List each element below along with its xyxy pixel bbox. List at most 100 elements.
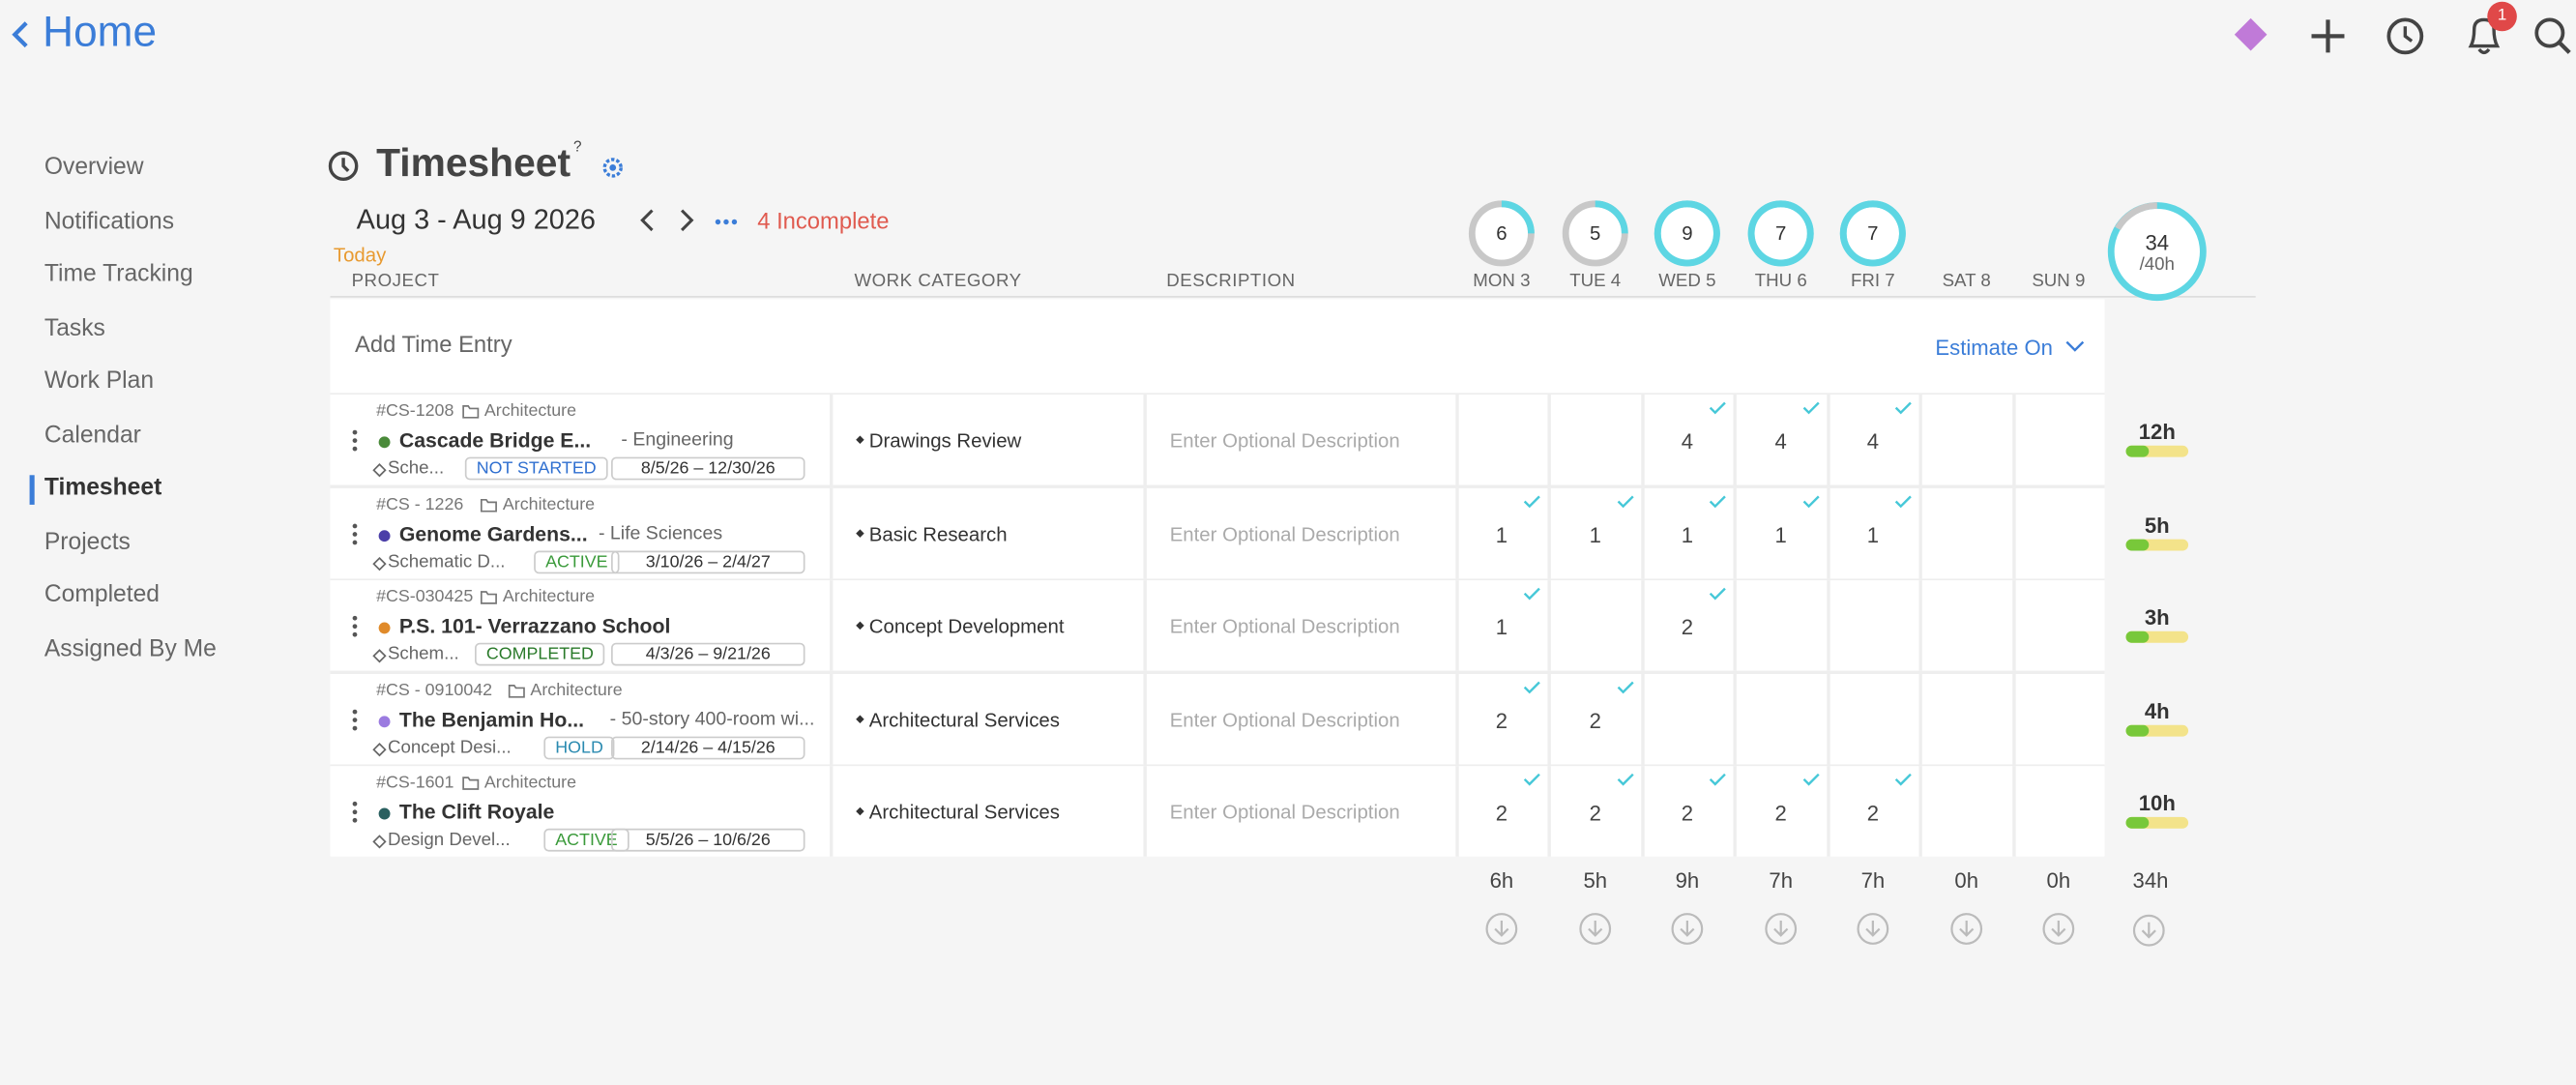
description[interactable]: Enter Optional Description	[1169, 428, 1400, 453]
project-name[interactable]: The Benjamin Ho...	[398, 707, 585, 731]
check	[1894, 494, 1912, 508]
row-divider	[330, 577, 2105, 581]
progress-bar	[2125, 445, 2189, 457]
cell-divider	[1641, 580, 1644, 671]
status-dot	[378, 715, 391, 727]
today-label[interactable]: Today	[333, 243, 387, 267]
project-name[interactable]: P.S. 101- Verrazzano School	[398, 614, 671, 638]
hours-cell[interactable]: 4	[1681, 428, 1694, 455]
notification-badge[interactable]: 1	[2487, 1, 2517, 32]
hours-cell[interactable]: 4	[1866, 428, 1879, 455]
hours-cell[interactable]: 1	[1866, 521, 1879, 547]
hours-cell[interactable]: 2	[1774, 800, 1787, 826]
kebab	[352, 615, 358, 637]
work-category[interactable]: Drawings Review	[868, 428, 1022, 453]
bullet	[856, 714, 864, 723]
hours-cell[interactable]: 2	[1681, 800, 1694, 826]
sidebar-item[interactable]: Time Tracking	[44, 261, 193, 288]
project-folder: Architecture	[502, 493, 596, 514]
history-icon	[328, 151, 359, 181]
sidebar-item[interactable]: Timesheet	[44, 475, 162, 502]
cell-divider	[2012, 673, 2015, 764]
hours-cell[interactable]: 1	[1774, 521, 1787, 547]
project-name[interactable]: The Clift Royale	[398, 800, 555, 824]
project-id: #CS-1208	[376, 400, 454, 422]
day-label: MON 3	[1473, 271, 1531, 291]
hours-cell[interactable]: 2	[1589, 707, 1601, 733]
project-id: #CS-030425	[376, 586, 474, 607]
project-id: #CS - 0910042	[376, 679, 493, 700]
incomplete[interactable]: 4 Incomplete	[757, 207, 890, 234]
description[interactable]: Enter Optional Description	[1169, 707, 1400, 731]
project-name[interactable]: Cascade Bridge E...	[398, 428, 592, 453]
sidebar-item[interactable]: Assigned By Me	[44, 635, 217, 662]
hours-cell[interactable]: 2	[1495, 707, 1508, 733]
cell-divider	[1455, 487, 1458, 578]
work-category[interactable]: Concept Development	[868, 614, 1065, 638]
help-mark[interactable]: ?	[572, 137, 582, 155]
sidebar-item[interactable]: Notifications	[44, 208, 175, 235]
folder-icon	[508, 684, 525, 697]
project-name[interactable]: Genome Gardens...	[398, 521, 588, 545]
column-header: PROJECT	[351, 271, 440, 291]
check	[1709, 401, 1726, 415]
work-category[interactable]: Basic Research	[868, 521, 1008, 545]
date-range: 2/14/26 – 4/15/26	[611, 735, 805, 759]
hours-cell[interactable]: 4	[1774, 428, 1787, 455]
description[interactable]: Enter Optional Description	[1169, 521, 1400, 545]
cell-divider	[1918, 580, 1921, 671]
cell-divider	[1455, 395, 1458, 485]
cell-divider	[1455, 673, 1458, 764]
week-nav[interactable]	[634, 207, 749, 233]
check	[1802, 494, 1820, 508]
sidebar-item[interactable]: Projects	[44, 528, 131, 555]
sidebar-item[interactable]: Tasks	[44, 314, 105, 341]
hours-cell[interactable]: 2	[1495, 800, 1508, 826]
day-label: SUN 9	[2032, 271, 2086, 291]
download-icon	[1765, 913, 1798, 945]
work-category[interactable]: Architectural Services	[868, 800, 1060, 824]
hours-cell[interactable]: 1	[1495, 521, 1508, 547]
sidebar-item[interactable]: Calendar	[44, 422, 141, 449]
cell-divider	[1641, 487, 1644, 578]
project-sub: - Engineering	[621, 430, 734, 451]
sidebar-item[interactable]: Overview	[44, 154, 144, 181]
row-total: 3h	[2144, 604, 2170, 630]
cell-divider	[1143, 487, 1147, 578]
sidebar-item[interactable]: Completed	[44, 581, 161, 608]
description[interactable]: Enter Optional Description	[1169, 800, 1400, 824]
sidebar-item[interactable]: Work Plan	[44, 367, 155, 395]
bullet	[856, 435, 864, 444]
status-badge: NOT STARTED	[464, 456, 608, 481]
work-category[interactable]: Architectural Services	[868, 707, 1060, 731]
phase-icon	[372, 649, 387, 663]
check	[1617, 494, 1634, 508]
hours-cell[interactable]: 1	[1589, 521, 1601, 547]
description[interactable]: Enter Optional Description	[1169, 614, 1400, 638]
hours-cell[interactable]: 2	[1866, 800, 1879, 826]
back-icon[interactable]	[10, 19, 29, 49]
column-header: WORK CATEGORY	[854, 271, 1022, 291]
day-ring	[1747, 200, 1814, 267]
estimate-toggle[interactable]: Estimate On	[1935, 335, 2053, 361]
cell-divider	[1143, 766, 1147, 857]
page-title: Timesheet	[376, 141, 571, 187]
status-dot	[378, 622, 391, 634]
hours-cell[interactable]: 2	[1589, 800, 1601, 826]
back-link[interactable]: Home	[43, 6, 158, 56]
day-ring	[1839, 200, 1906, 267]
cell-divider	[1827, 580, 1830, 671]
settings-icon[interactable]	[601, 157, 625, 180]
hours-cell[interactable]: 1	[1495, 614, 1508, 640]
phase-icon	[372, 463, 387, 478]
add-entry[interactable]: Add Time Entry	[354, 330, 512, 357]
hours-cell[interactable]: 2	[1681, 614, 1694, 640]
hours-cell[interactable]: 1	[1681, 521, 1694, 547]
cell-divider	[829, 673, 833, 764]
row-divider	[330, 392, 2105, 395]
project-folder: Architecture	[530, 679, 623, 700]
day-ring	[1468, 200, 1535, 267]
top-icons[interactable]	[2228, 14, 2576, 60]
row-total: 4h	[2144, 697, 2170, 723]
week-range: Aug 3 - Aug 9 2026	[356, 203, 596, 236]
